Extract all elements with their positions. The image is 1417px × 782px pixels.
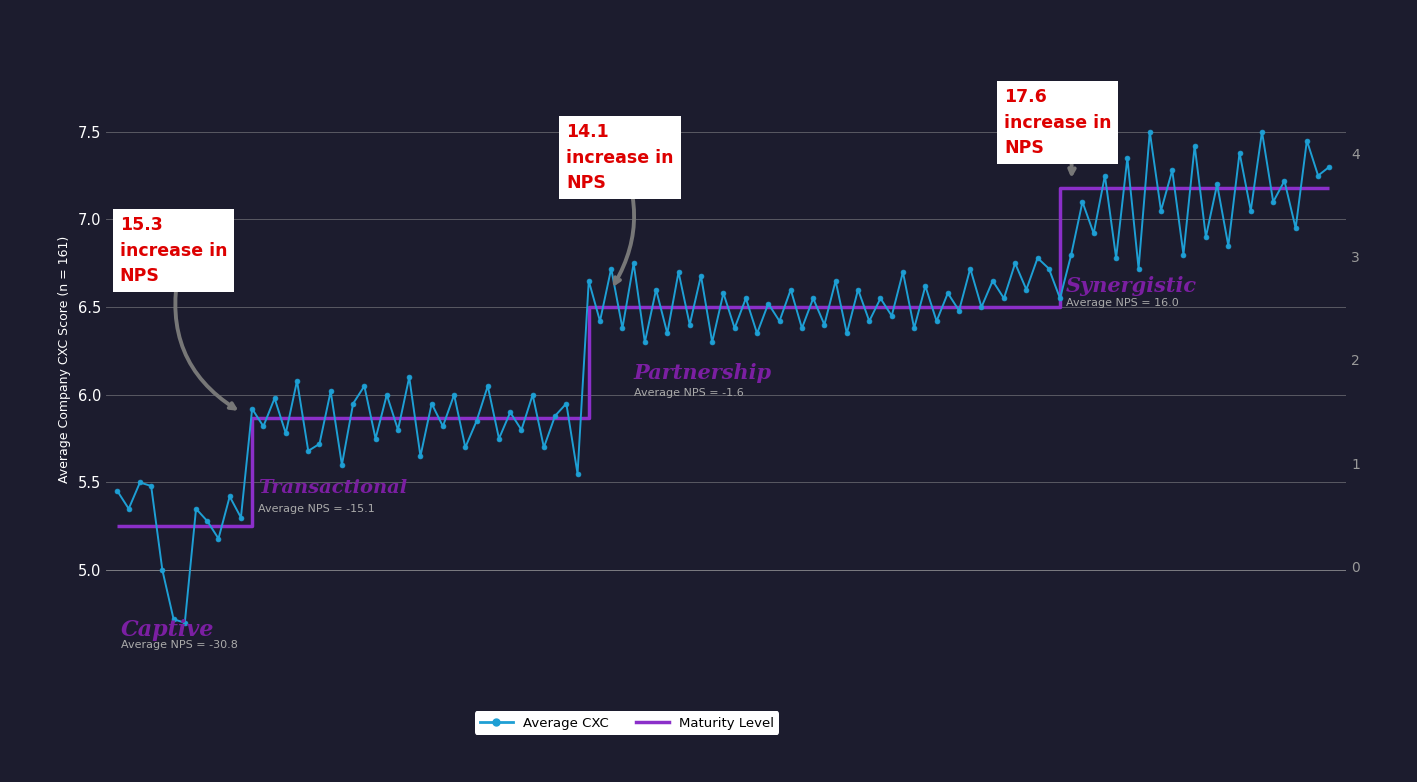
Legend: Average CXC, Maturity Level: Average CXC, Maturity Level: [475, 712, 779, 735]
Text: Synergistic: Synergistic: [1066, 275, 1197, 296]
Text: Average NPS = 16.0: Average NPS = 16.0: [1066, 299, 1179, 308]
Text: 17.6
increase in
NPS: 17.6 increase in NPS: [1003, 88, 1111, 157]
Y-axis label: Average Company CXC Score (n = 161): Average Company CXC Score (n = 161): [58, 236, 71, 483]
Text: Transactional: Transactional: [258, 479, 407, 497]
Text: 14.1
increase in
NPS: 14.1 increase in NPS: [567, 123, 674, 192]
Text: Average NPS = -1.6: Average NPS = -1.6: [633, 388, 744, 398]
Text: 15.3
increase in
NPS: 15.3 increase in NPS: [120, 216, 227, 285]
Text: Captive: Captive: [120, 619, 214, 641]
Text: Average NPS = -15.1: Average NPS = -15.1: [258, 504, 374, 514]
Text: Partnership: Partnership: [633, 363, 772, 383]
Text: Average NPS = -30.8: Average NPS = -30.8: [120, 640, 238, 651]
